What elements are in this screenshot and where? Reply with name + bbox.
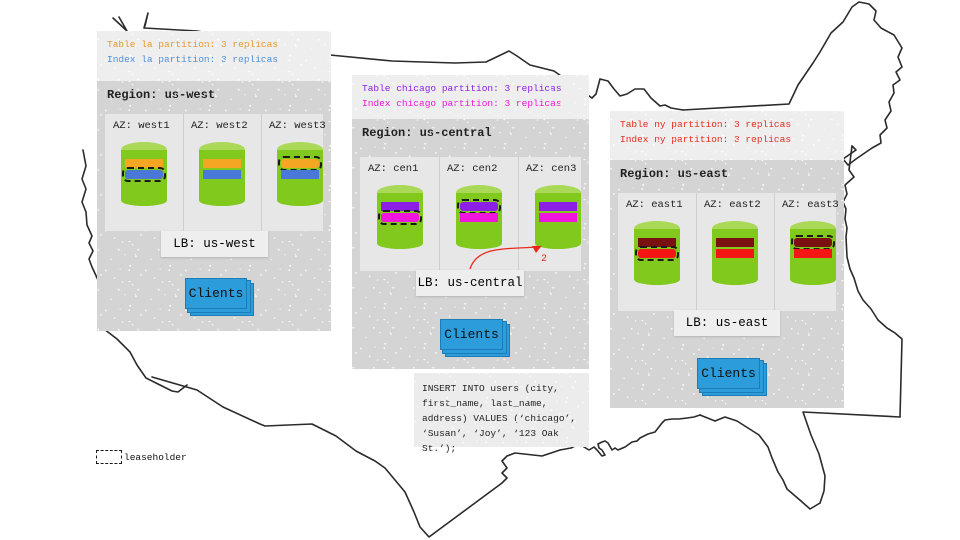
svg-text:2: 2 <box>541 254 547 265</box>
